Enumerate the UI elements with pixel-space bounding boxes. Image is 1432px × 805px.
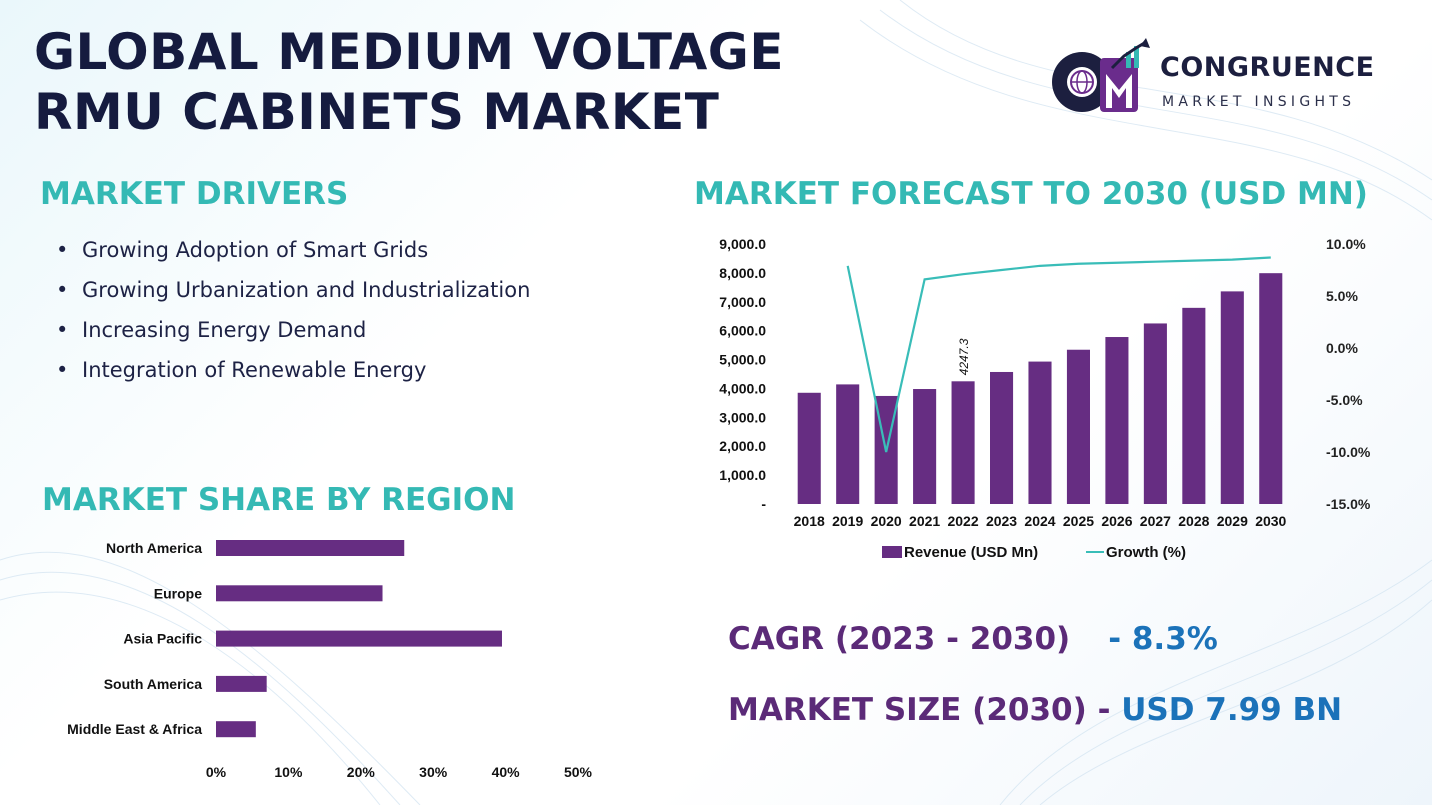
x-axis-tick: 2024	[1024, 513, 1055, 529]
legend-growth-label: Growth (%)	[1106, 544, 1186, 561]
region-label: North America	[106, 540, 202, 556]
revenue-bar	[1105, 337, 1129, 504]
region-label: Europe	[154, 585, 202, 601]
market-size-stat: MARKET SIZE (2030) - USD 7.99 BN	[728, 692, 1342, 728]
region-bar	[216, 721, 256, 738]
region-label: Asia Pacific	[123, 631, 202, 647]
company-logo: CONGRUENCE MARKET INSIGHTS	[1046, 38, 1406, 118]
left-axis-tick: 3,000.0	[719, 409, 766, 425]
driver-item: • Integration of Renewable Energy	[56, 358, 427, 382]
revenue-bar	[951, 381, 975, 504]
x-axis-tick: 2019	[832, 513, 863, 529]
region-x-tick: 50%	[564, 764, 593, 780]
revenue-bar	[1220, 291, 1244, 504]
region-bar	[216, 630, 502, 647]
legend-bar-swatch	[882, 546, 902, 558]
revenue-bar	[1143, 323, 1167, 504]
logo-brand-text: CONGRUENCE	[1160, 52, 1375, 83]
x-axis-tick: 2022	[947, 513, 978, 529]
logo-mark-icon	[1052, 38, 1150, 112]
revenue-bar	[913, 389, 937, 504]
region-heading: MARKET SHARE BY REGION	[42, 482, 516, 518]
right-axis-tick: 5.0%	[1326, 288, 1358, 304]
revenue-bar	[797, 392, 821, 504]
driver-item: • Growing Urbanization and Industrializat…	[56, 278, 531, 302]
title-line-2: RMU CABINETS MARKET	[34, 83, 720, 141]
drivers-heading: MARKET DRIVERS	[40, 176, 349, 212]
cagr-stat: CAGR (2023 - 2030) - 8.3%	[728, 621, 1218, 657]
page-title: GLOBAL MEDIUM VOLTAGE RMU CABINETS MARKE…	[34, 22, 784, 142]
x-axis-tick: 2026	[1101, 513, 1132, 529]
region-x-tick: 20%	[347, 764, 376, 780]
region-x-tick: 30%	[419, 764, 448, 780]
legend-revenue-label: Revenue (USD Mn)	[904, 544, 1038, 561]
region-chart: North America Europe Asia Pacific South Ame…	[67, 540, 593, 780]
forecast-heading: MARKET FORECAST TO 2030 (USD MN)	[694, 176, 1368, 212]
left-axis-tick: 7,000.0	[719, 294, 766, 310]
growth-line	[846, 256, 1271, 453]
market-size-value: USD 7.99 BN	[1121, 692, 1343, 728]
revenue-bar	[1066, 349, 1090, 504]
revenue-bar	[836, 384, 860, 504]
title-line-1: GLOBAL MEDIUM VOLTAGE	[34, 23, 785, 81]
region-bar	[216, 675, 267, 692]
right-axis-tick: 10.0%	[1326, 236, 1366, 252]
driver-item: • Growing Adoption of Smart Grids	[56, 238, 429, 262]
left-axis-tick: -	[761, 496, 766, 512]
right-axis-tick: 0.0%	[1326, 340, 1358, 356]
x-axis-tick: 2018	[794, 513, 825, 529]
x-axis-tick: 2027	[1140, 513, 1171, 529]
region-bar	[216, 540, 405, 556]
forecast-chart: - 1,000.0 2,000.0 3,000.0 4,000.0 5,000.0 6,00…	[719, 236, 1371, 561]
revenue-bar	[1182, 307, 1206, 504]
revenue-bar	[1259, 273, 1283, 504]
region-x-tick: 0%	[206, 764, 227, 780]
cagr-label: CAGR (2023 - 2030)	[728, 621, 1071, 657]
logo-subtitle-text: MARKET INSIGHTS	[1162, 94, 1356, 110]
right-axis-tick: -5.0%	[1326, 392, 1363, 408]
x-axis-tick: 2020	[871, 513, 902, 529]
revenue-bar	[990, 371, 1014, 504]
left-axis-tick: 5,000.0	[719, 352, 766, 368]
region-bar	[216, 585, 383, 602]
x-axis-tick: 2030	[1255, 513, 1286, 529]
right-axis-tick: -10.0%	[1326, 444, 1371, 460]
x-axis-tick: 2029	[1217, 513, 1248, 529]
left-axis-tick: 2,000.0	[719, 438, 766, 454]
left-axis-tick: 8,000.0	[719, 265, 766, 281]
x-axis-tick: 2023	[986, 513, 1017, 529]
left-axis-tick: 4,000.0	[719, 380, 766, 396]
revenue-bar	[1028, 361, 1052, 504]
market-size-label: MARKET SIZE (2030) -	[728, 692, 1122, 728]
x-axis-tick: 2021	[909, 513, 940, 529]
cagr-value: - 8.3%	[1108, 621, 1218, 657]
region-label: Middle East & Africa	[67, 721, 202, 737]
data-label: 4247.3	[957, 338, 971, 375]
region-x-tick: 40%	[492, 764, 521, 780]
region-x-tick: 10%	[274, 764, 303, 780]
region-label: South America	[104, 676, 202, 692]
left-axis-tick: 9,000.0	[719, 236, 766, 252]
x-axis-tick: 2028	[1178, 513, 1209, 529]
left-axis-tick: 6,000.0	[719, 323, 766, 339]
left-axis-tick: 1,000.0	[719, 467, 766, 483]
driver-item: • Increasing Energy Demand	[56, 318, 367, 342]
x-axis-tick: 2025	[1063, 513, 1094, 529]
right-axis-tick: -15.0%	[1326, 496, 1371, 512]
drivers-list: • Growing Adoption of Smart Grids • Growin…	[56, 230, 530, 390]
